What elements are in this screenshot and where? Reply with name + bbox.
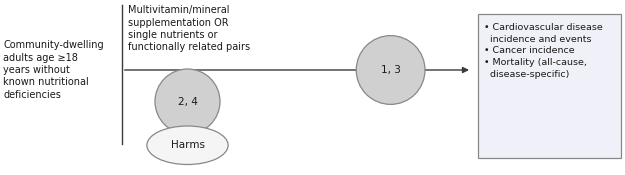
Ellipse shape xyxy=(147,126,228,164)
Text: Community-dwelling
adults age ≥18
years without
known nutritional
deficiencies: Community-dwelling adults age ≥18 years … xyxy=(3,40,104,100)
Text: • Cardiovascular disease
  incidence and events
• Cancer incidence
• Mortality (: • Cardiovascular disease incidence and e… xyxy=(484,23,603,79)
Text: Harms: Harms xyxy=(171,140,204,150)
Text: Multivitamin/mineral
supplementation OR
single nutrients or
functionally related: Multivitamin/mineral supplementation OR … xyxy=(128,5,250,52)
FancyBboxPatch shape xyxy=(478,14,621,158)
Ellipse shape xyxy=(155,69,220,134)
Text: 2, 4: 2, 4 xyxy=(177,96,198,107)
Ellipse shape xyxy=(356,36,425,104)
Text: 1, 3: 1, 3 xyxy=(381,65,401,75)
